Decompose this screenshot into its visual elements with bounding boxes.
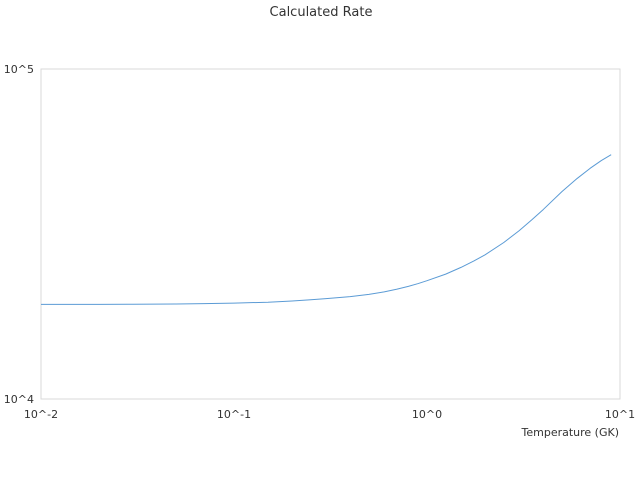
- x-tick-label: 10^0: [412, 408, 442, 421]
- x-tick-label: 10^1: [605, 408, 635, 421]
- chart-title: Calculated Rate: [270, 5, 373, 20]
- x-axis-title: Temperature (GK): [521, 426, 620, 439]
- x-tick-label: 10^-2: [24, 408, 58, 421]
- y-tick-label: 10^5: [4, 63, 34, 76]
- x-axis-ticks: 10^-2 10^-1 10^0 10^1: [24, 408, 635, 421]
- y-axis-ticks: 10^4 10^5: [4, 63, 34, 406]
- plot-area-border: [40, 68, 621, 400]
- y-tick-label: 10^4: [4, 393, 34, 406]
- series-line: [40, 154, 612, 305]
- x-tick-label: 10^-1: [217, 408, 251, 421]
- series-layer: [40, 154, 612, 305]
